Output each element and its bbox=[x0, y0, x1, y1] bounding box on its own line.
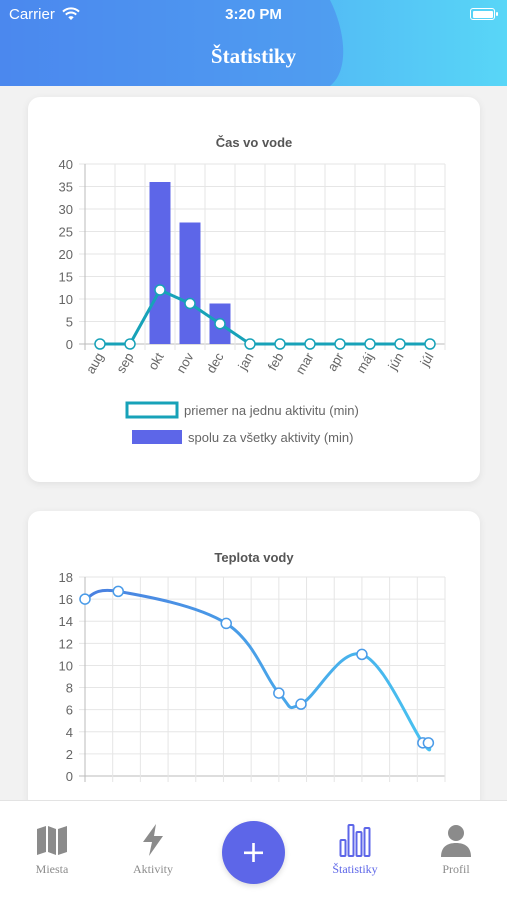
x-tick-label: dec bbox=[203, 350, 227, 376]
y-tick-label: 5 bbox=[66, 315, 73, 330]
y-tick-label: 20 bbox=[59, 247, 73, 262]
x-tick-label: máj bbox=[353, 350, 377, 376]
line-point bbox=[154, 284, 166, 296]
line-point bbox=[94, 338, 106, 350]
line-point bbox=[184, 297, 196, 310]
tab-aktivity-label: Aktivity bbox=[132, 862, 173, 876]
water-temperature-card: Teplota vody 0 2 4 6 8 10 12 14 16 18 bbox=[28, 511, 480, 811]
legend-swatch-line bbox=[125, 401, 179, 419]
bolt-icon bbox=[143, 824, 163, 856]
clock: 3:20 PM bbox=[225, 6, 282, 23]
y-tick-label: 4 bbox=[66, 725, 73, 740]
x-tick-label: sep bbox=[113, 350, 136, 376]
tab-miesta-label: Miesta bbox=[35, 862, 69, 876]
y-tick-label: 25 bbox=[59, 225, 73, 240]
x-tick-label: mar bbox=[292, 349, 317, 376]
legend-swatch-bar bbox=[132, 430, 182, 444]
page-title: Štatistiky bbox=[210, 44, 297, 68]
tab-aktivity[interactable]: Aktivity bbox=[113, 823, 193, 877]
header-background bbox=[0, 0, 507, 86]
x-tick-label: júl bbox=[417, 350, 437, 370]
line-point bbox=[112, 585, 124, 598]
plus-icon bbox=[244, 843, 263, 862]
y-tick-label: 0 bbox=[66, 769, 73, 784]
line-point bbox=[295, 698, 307, 710]
map-icon bbox=[37, 826, 67, 855]
status-bar: Carrier 3:20 PM bbox=[0, 6, 507, 23]
chart-title: Teplota vody bbox=[214, 550, 294, 565]
chart-title: Čas vo vode bbox=[216, 135, 293, 150]
y-tick-label: 18 bbox=[59, 570, 73, 585]
bar bbox=[179, 222, 201, 344]
x-tick-label: jún bbox=[384, 350, 406, 373]
tab-miesta[interactable]: Miesta bbox=[12, 823, 92, 877]
x-tick-label: feb bbox=[265, 350, 287, 373]
line-point bbox=[220, 617, 232, 630]
y-tick-label: 14 bbox=[59, 614, 73, 629]
x-tick-label: aug bbox=[83, 350, 107, 376]
y-tick-label: 10 bbox=[59, 658, 73, 673]
carrier-label: Carrier bbox=[9, 6, 55, 23]
line-point bbox=[244, 338, 256, 350]
tab-bar: Miesta Aktivity Štatistiky Profil bbox=[0, 800, 507, 900]
line-series bbox=[84, 588, 432, 752]
y-tick-label: 15 bbox=[59, 270, 73, 285]
tab-statistiky-label: Štatistiky bbox=[332, 862, 378, 876]
y-tick-label: 10 bbox=[59, 292, 73, 307]
line-point bbox=[356, 648, 368, 661]
y-tick-label: 2 bbox=[66, 747, 73, 762]
bar bbox=[149, 182, 171, 344]
wifi-icon bbox=[62, 7, 80, 20]
time-in-water-card: Čas vo vode 0 5 10 15 20 25 30 35 40 aug sep okt nov d… bbox=[28, 97, 480, 482]
tab-profil-label: Profil bbox=[442, 862, 470, 876]
line-point bbox=[79, 593, 91, 605]
app-header: Carrier 3:20 PM Štatistiky bbox=[0, 0, 507, 86]
y-tick-label: 16 bbox=[59, 592, 73, 607]
x-tick-label: apr bbox=[324, 349, 347, 373]
bar-chart-icon bbox=[339, 824, 371, 857]
line-point bbox=[214, 318, 226, 330]
legend-label: priemer na jednu aktivitu (min) bbox=[184, 403, 359, 418]
tab-statistiky[interactable]: Štatistiky bbox=[315, 823, 395, 877]
user-icon bbox=[441, 825, 471, 857]
line-point bbox=[124, 338, 136, 350]
line-point bbox=[274, 338, 286, 350]
add-activity-button[interactable] bbox=[222, 821, 285, 884]
legend-label: spolu za všetky aktivity (min) bbox=[188, 430, 353, 445]
y-tick-label: 30 bbox=[59, 202, 73, 217]
water-temperature-chart: Teplota vody 0 2 4 6 8 10 12 14 16 18 bbox=[59, 550, 446, 784]
line-point bbox=[304, 338, 316, 350]
x-tick-label: nov bbox=[173, 350, 197, 376]
line-point bbox=[273, 687, 285, 699]
line-point bbox=[364, 338, 376, 350]
y-tick-label: 35 bbox=[59, 180, 73, 195]
y-tick-label: 8 bbox=[66, 681, 73, 696]
y-tick-label: 6 bbox=[66, 703, 73, 718]
line-point bbox=[394, 338, 406, 350]
x-tick-label: jan bbox=[234, 350, 256, 373]
line-point bbox=[422, 737, 435, 749]
line-point bbox=[334, 338, 346, 350]
tab-profil[interactable]: Profil bbox=[416, 823, 496, 877]
battery-icon bbox=[470, 8, 498, 20]
line-point bbox=[424, 338, 436, 350]
time-in-water-chart: Čas vo vode 0 5 10 15 20 25 30 35 40 aug sep okt nov d… bbox=[59, 135, 446, 445]
y-tick-label: 40 bbox=[59, 157, 73, 172]
y-tick-label: 12 bbox=[59, 636, 73, 651]
x-tick-label: okt bbox=[145, 350, 167, 373]
y-tick-label: 0 bbox=[66, 337, 73, 352]
